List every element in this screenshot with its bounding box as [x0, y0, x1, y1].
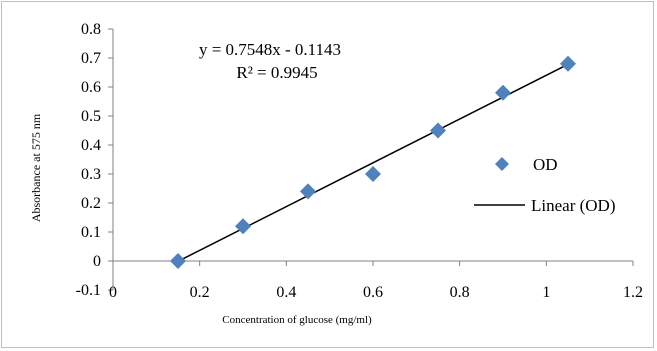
y-tick-label: 0.5 — [81, 108, 101, 125]
x-tick-label: 0.6 — [363, 284, 383, 301]
y-tick-label: 0.2 — [81, 195, 101, 212]
x-tick-label: 0.8 — [450, 284, 470, 301]
data-point — [495, 84, 511, 101]
y-tick-label: -0.1 — [76, 282, 101, 299]
x-tick-label: 0.4 — [276, 284, 296, 301]
x-axis-title: Concentration of glucose (mg/ml) — [222, 314, 372, 326]
legend-label-od: OD — [533, 155, 558, 174]
x-tick-label: 0.2 — [190, 284, 210, 301]
points-group — [170, 55, 576, 269]
x-tick-label: 0 — [109, 284, 117, 301]
data-point — [235, 218, 251, 235]
y-tick-label: 0 — [93, 253, 101, 270]
x-tick-label: 1.2 — [623, 284, 643, 301]
data-point — [365, 166, 381, 182]
legend: OD Linear (OD) — [474, 155, 616, 215]
y-axis-title: Absorbance at 575 nm — [29, 113, 43, 222]
x-tick-group: 0 0.2 0.4 0.6 0.8 1 1.2 — [109, 261, 643, 301]
y-tick-label: 0.6 — [81, 79, 101, 96]
legend-label-linear: Linear (OD) — [531, 196, 616, 215]
x-tick-label: 1 — [542, 284, 550, 301]
data-point — [430, 122, 446, 139]
data-point — [560, 55, 576, 72]
y-tick-label: 0.3 — [81, 166, 101, 183]
equation-label: y = 0.7548x - 0.1143 — [199, 40, 341, 59]
y-tick-label: 0.7 — [81, 50, 101, 67]
r-squared-label: R² = 0.9945 — [236, 63, 317, 82]
y-tick-label: 0.4 — [81, 137, 101, 154]
data-point — [170, 253, 186, 269]
y-tick-label: 0.1 — [81, 224, 101, 241]
data-point — [300, 183, 316, 200]
y-tick-label: 0.8 — [81, 21, 101, 38]
legend-marker-od — [495, 157, 509, 171]
y-tick-group: -0.1 0 0.1 0.2 0.3 0.4 0.5 0.6 0.7 0.8 — [76, 21, 113, 299]
